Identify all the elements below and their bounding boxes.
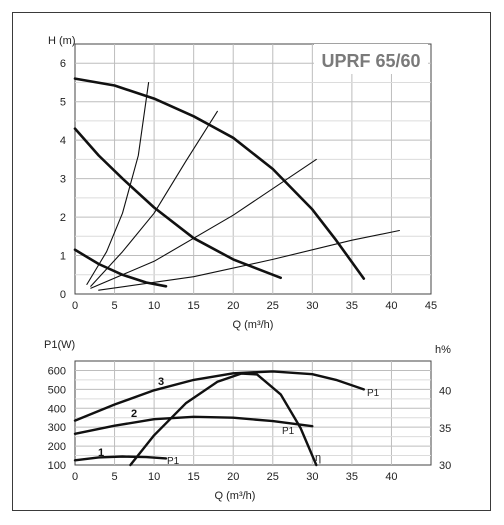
- top-x-tick-label: 45: [425, 300, 437, 312]
- p1-label-3: P1: [367, 388, 380, 399]
- bottom-y2-tick-label: 35: [439, 423, 451, 435]
- efficiency-curve: [129, 372, 318, 467]
- top-xlabel: Q (m³/h): [233, 319, 274, 331]
- top-x-tick-label: 20: [227, 300, 239, 312]
- system-curve-3: [90, 158, 317, 289]
- curve-label-2: 2: [131, 408, 137, 420]
- p1-label-1: P1: [167, 456, 180, 467]
- top-plot-area: [74, 43, 432, 295]
- top-y-tick-label: 5: [60, 97, 66, 109]
- top-x-tick-label: 5: [111, 300, 117, 312]
- bottom-plot-area: [74, 360, 432, 466]
- system-curve-2: [90, 110, 218, 287]
- bottom-ylabel: P1(W): [44, 339, 75, 351]
- top-x-tick-label: 35: [346, 300, 358, 312]
- pump-curve-max: [73, 77, 366, 280]
- power-curve-3: [73, 370, 365, 422]
- top-x-tick-label: 10: [148, 300, 160, 312]
- curve-label-1: 1: [98, 447, 104, 459]
- top-ylabel: H (m): [48, 35, 76, 47]
- bottom-y2-tick-label: 40: [439, 386, 451, 398]
- bottom-y-tick-label: 600: [48, 365, 66, 377]
- top-x-tick-label: 0: [72, 300, 78, 312]
- bottom-x-tick-label: 20: [227, 471, 239, 483]
- bottom-xlabel: Q (m³/h): [215, 490, 256, 502]
- bottom-x-tick-label: 25: [267, 471, 279, 483]
- power-curve-1: [73, 455, 168, 462]
- top-x-tick-label: 30: [306, 300, 318, 312]
- bottom-x-tick-label: 0: [72, 471, 78, 483]
- power-curve-2: [73, 415, 314, 435]
- bottom-y-tick-label: 100: [48, 460, 66, 472]
- top-y-tick-label: 6: [60, 58, 66, 70]
- bottom-x-tick-label: 40: [385, 471, 397, 483]
- chart-title: UPRF 65/60: [321, 51, 420, 71]
- bottom-y2-tick-label: 30: [439, 460, 451, 472]
- bottom-y-tick-label: 200: [48, 441, 66, 453]
- top-y-tick-label: 0: [60, 289, 66, 301]
- bottom-x-tick-label: 35: [346, 471, 358, 483]
- bottom-x-tick-label: 10: [148, 471, 160, 483]
- top-y-tick-label: 3: [60, 174, 66, 186]
- top-y-tick-label: 2: [60, 212, 66, 224]
- bottom-x-tick-label: 30: [306, 471, 318, 483]
- title-box: [314, 44, 428, 74]
- system-curve-4: [98, 229, 400, 291]
- top-x-tick-label: 25: [267, 300, 279, 312]
- curve-label-3: 3: [158, 376, 164, 388]
- bottom-x-tick-label: 5: [111, 471, 117, 483]
- bottom-y-tick-label: 300: [48, 422, 66, 434]
- bottom-ylabel-right: h%: [435, 344, 451, 356]
- top-y-tick-label: 4: [60, 135, 66, 147]
- eta-label: η: [315, 452, 321, 464]
- system-curve-1: [86, 81, 150, 285]
- bottom-x-tick-label: 15: [188, 471, 200, 483]
- p1-label-2: P1: [282, 426, 295, 437]
- top-x-tick-label: 15: [188, 300, 200, 312]
- top-y-tick-label: 1: [60, 251, 66, 263]
- bottom-y-tick-label: 500: [48, 384, 66, 396]
- pump-curve-mid: [73, 127, 283, 280]
- bottom-y-tick-label: 400: [48, 403, 66, 415]
- top-x-tick-label: 40: [385, 300, 397, 312]
